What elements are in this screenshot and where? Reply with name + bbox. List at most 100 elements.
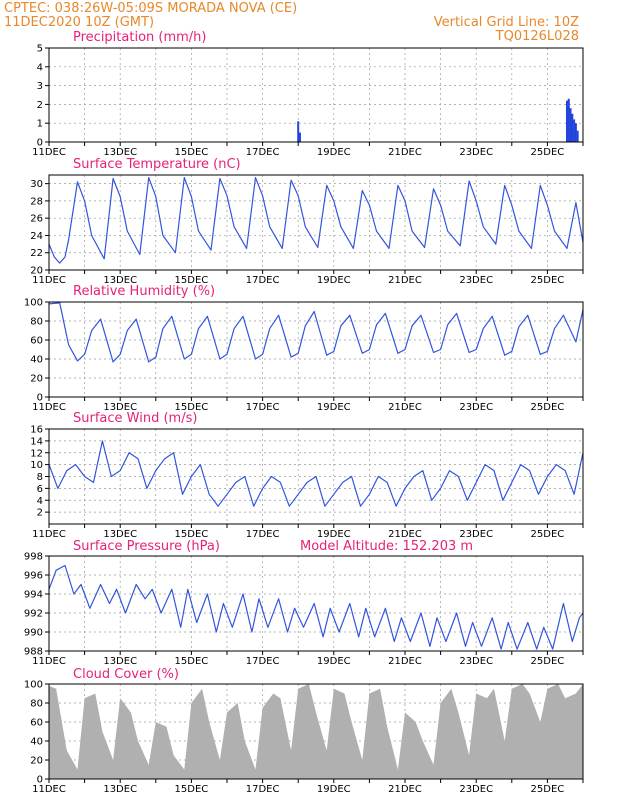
precip-bar bbox=[573, 119, 576, 142]
y-tick-label: 24 bbox=[30, 231, 43, 242]
x-tick-label: 21DEC bbox=[388, 402, 422, 413]
y-tick-label: 28 bbox=[30, 196, 43, 207]
y-tick-label: 994 bbox=[24, 590, 43, 601]
header-code: TQ0126L028 bbox=[495, 29, 579, 44]
y-tick-label: 16 bbox=[30, 425, 43, 436]
x-tick-label: 23DEC bbox=[459, 275, 493, 286]
x-tick-label: 19DEC bbox=[317, 275, 351, 286]
y-tick-label: 60 bbox=[30, 718, 43, 729]
panel-subtitle: Model Altitude: 152.203 m bbox=[300, 539, 473, 554]
x-tick-label: 17DEC bbox=[246, 275, 280, 286]
y-tick-label: 4 bbox=[37, 62, 43, 73]
panel-frame bbox=[48, 555, 584, 652]
x-tick-label: 13DEC bbox=[103, 402, 137, 413]
x-tick-label: 25DEC bbox=[531, 784, 565, 795]
y-tick-label: 8 bbox=[37, 472, 43, 483]
x-tick-label: 17DEC bbox=[246, 529, 280, 540]
y-tick-label: 20 bbox=[30, 266, 43, 277]
panel-title: Surface Wind (m/s) bbox=[73, 411, 197, 426]
y-tick-label: 0 bbox=[37, 138, 43, 149]
panel-cloud: 0 20 40 60 80 100 11DEC 13DEC 15DEC 17DEC 19DEC 21D… bbox=[24, 667, 584, 795]
x-tick-label: 13DEC bbox=[103, 656, 137, 667]
panel-pres: 988 990 992 994 996 998 11DEC 13DEC 15DEC 17DEC 19… bbox=[24, 539, 584, 667]
precip-bar bbox=[569, 108, 572, 142]
y-tick-label: 2 bbox=[37, 508, 43, 519]
panel-title: Relative Humidity (%) bbox=[73, 284, 215, 299]
cloud-area bbox=[49, 684, 583, 779]
pres-series-line bbox=[48, 564, 584, 650]
x-tick-label: 19DEC bbox=[317, 656, 351, 667]
x-tick-label: 13DEC bbox=[103, 529, 137, 540]
y-tick-label: 0 bbox=[37, 775, 43, 786]
precip-bar bbox=[574, 123, 577, 142]
x-tick-label: 11DEC bbox=[32, 784, 66, 795]
y-tick-label: 20 bbox=[30, 374, 43, 385]
y-tick-label: 40 bbox=[30, 355, 43, 366]
y-tick-label: 30 bbox=[30, 179, 43, 190]
x-tick-label: 23DEC bbox=[459, 402, 493, 413]
header-datetime: 11DEC2020 10Z (GMT) bbox=[4, 15, 154, 30]
y-tick-label: 998 bbox=[24, 552, 43, 563]
x-tick-label: 11DEC bbox=[32, 656, 66, 667]
y-tick-label: 1 bbox=[37, 119, 43, 130]
precip-bar bbox=[297, 121, 300, 142]
y-tick-label: 20 bbox=[30, 756, 43, 767]
x-tick-label: 21DEC bbox=[388, 147, 422, 158]
header-station: CPTEC: 038:26W-05:09S MORADA NOVA (CE) bbox=[4, 1, 297, 16]
x-tick-label: 15DEC bbox=[175, 147, 209, 158]
x-tick-label: 17DEC bbox=[246, 147, 280, 158]
x-tick-label: 19DEC bbox=[317, 402, 351, 413]
precip-bar bbox=[567, 98, 570, 142]
precip-bar bbox=[571, 113, 574, 142]
panel-rh: 0 20 40 60 80 100 11DEC 13DEC 15DEC 17DEC 19DEC 21D… bbox=[24, 284, 584, 413]
x-tick-label: 11DEC bbox=[32, 402, 66, 413]
y-tick-label: 80 bbox=[30, 317, 43, 328]
x-tick-label: 21DEC bbox=[388, 275, 422, 286]
x-tick-label: 25DEC bbox=[531, 147, 565, 158]
x-tick-label: 23DEC bbox=[459, 529, 493, 540]
x-tick-label: 23DEC bbox=[459, 656, 493, 667]
rh-series-line bbox=[48, 302, 584, 363]
x-tick-label: 17DEC bbox=[246, 784, 280, 795]
y-tick-label: 60 bbox=[30, 336, 43, 347]
y-tick-label: 22 bbox=[30, 248, 43, 259]
x-tick-label: 19DEC bbox=[317, 529, 351, 540]
precip-bar bbox=[298, 132, 301, 142]
panel-title: Precipitation (mm/h) bbox=[73, 30, 206, 45]
panel-frame bbox=[48, 47, 584, 143]
x-tick-label: 17DEC bbox=[246, 656, 280, 667]
y-tick-label: 2 bbox=[37, 100, 43, 111]
x-tick-label: 13DEC bbox=[103, 147, 137, 158]
x-tick-label: 11DEC bbox=[32, 275, 66, 286]
wind-series-line bbox=[48, 440, 584, 507]
panel-precip: 0 1 2 3 4 5 11DEC 13DEC 15DEC 17DEC 19DEC 21DEC 23DE… bbox=[32, 30, 584, 158]
y-tick-label: 988 bbox=[24, 647, 43, 658]
x-tick-label: 15DEC bbox=[175, 402, 209, 413]
x-tick-label: 11DEC bbox=[32, 147, 66, 158]
x-tick-label: 21DEC bbox=[388, 784, 422, 795]
y-tick-label: 100 bbox=[24, 680, 43, 691]
x-tick-label: 21DEC bbox=[388, 529, 422, 540]
y-tick-label: 14 bbox=[30, 436, 43, 447]
x-tick-label: 15DEC bbox=[175, 275, 209, 286]
x-tick-label: 19DEC bbox=[317, 147, 351, 158]
x-tick-label: 25DEC bbox=[531, 275, 565, 286]
x-tick-label: 15DEC bbox=[175, 784, 209, 795]
x-tick-label: 25DEC bbox=[531, 656, 565, 667]
x-tick-label: 25DEC bbox=[531, 402, 565, 413]
panel-frame bbox=[48, 301, 584, 398]
panel-title: Surface Pressure (hPa) bbox=[73, 539, 220, 554]
x-tick-label: 25DEC bbox=[531, 529, 565, 540]
y-tick-label: 3 bbox=[37, 81, 43, 92]
header-grid-note: Vertical Grid Line: 10Z bbox=[434, 15, 579, 30]
y-tick-label: 100 bbox=[24, 298, 43, 309]
panel-temp: 20 22 24 26 28 30 11DEC 13DEC 15DEC 17DEC 19DEC 21D… bbox=[30, 157, 584, 286]
precip-bar bbox=[565, 100, 568, 142]
x-tick-label: 21DEC bbox=[388, 656, 422, 667]
panel-frame bbox=[48, 174, 584, 271]
y-tick-label: 4 bbox=[37, 496, 43, 507]
x-tick-label: 15DEC bbox=[175, 529, 209, 540]
